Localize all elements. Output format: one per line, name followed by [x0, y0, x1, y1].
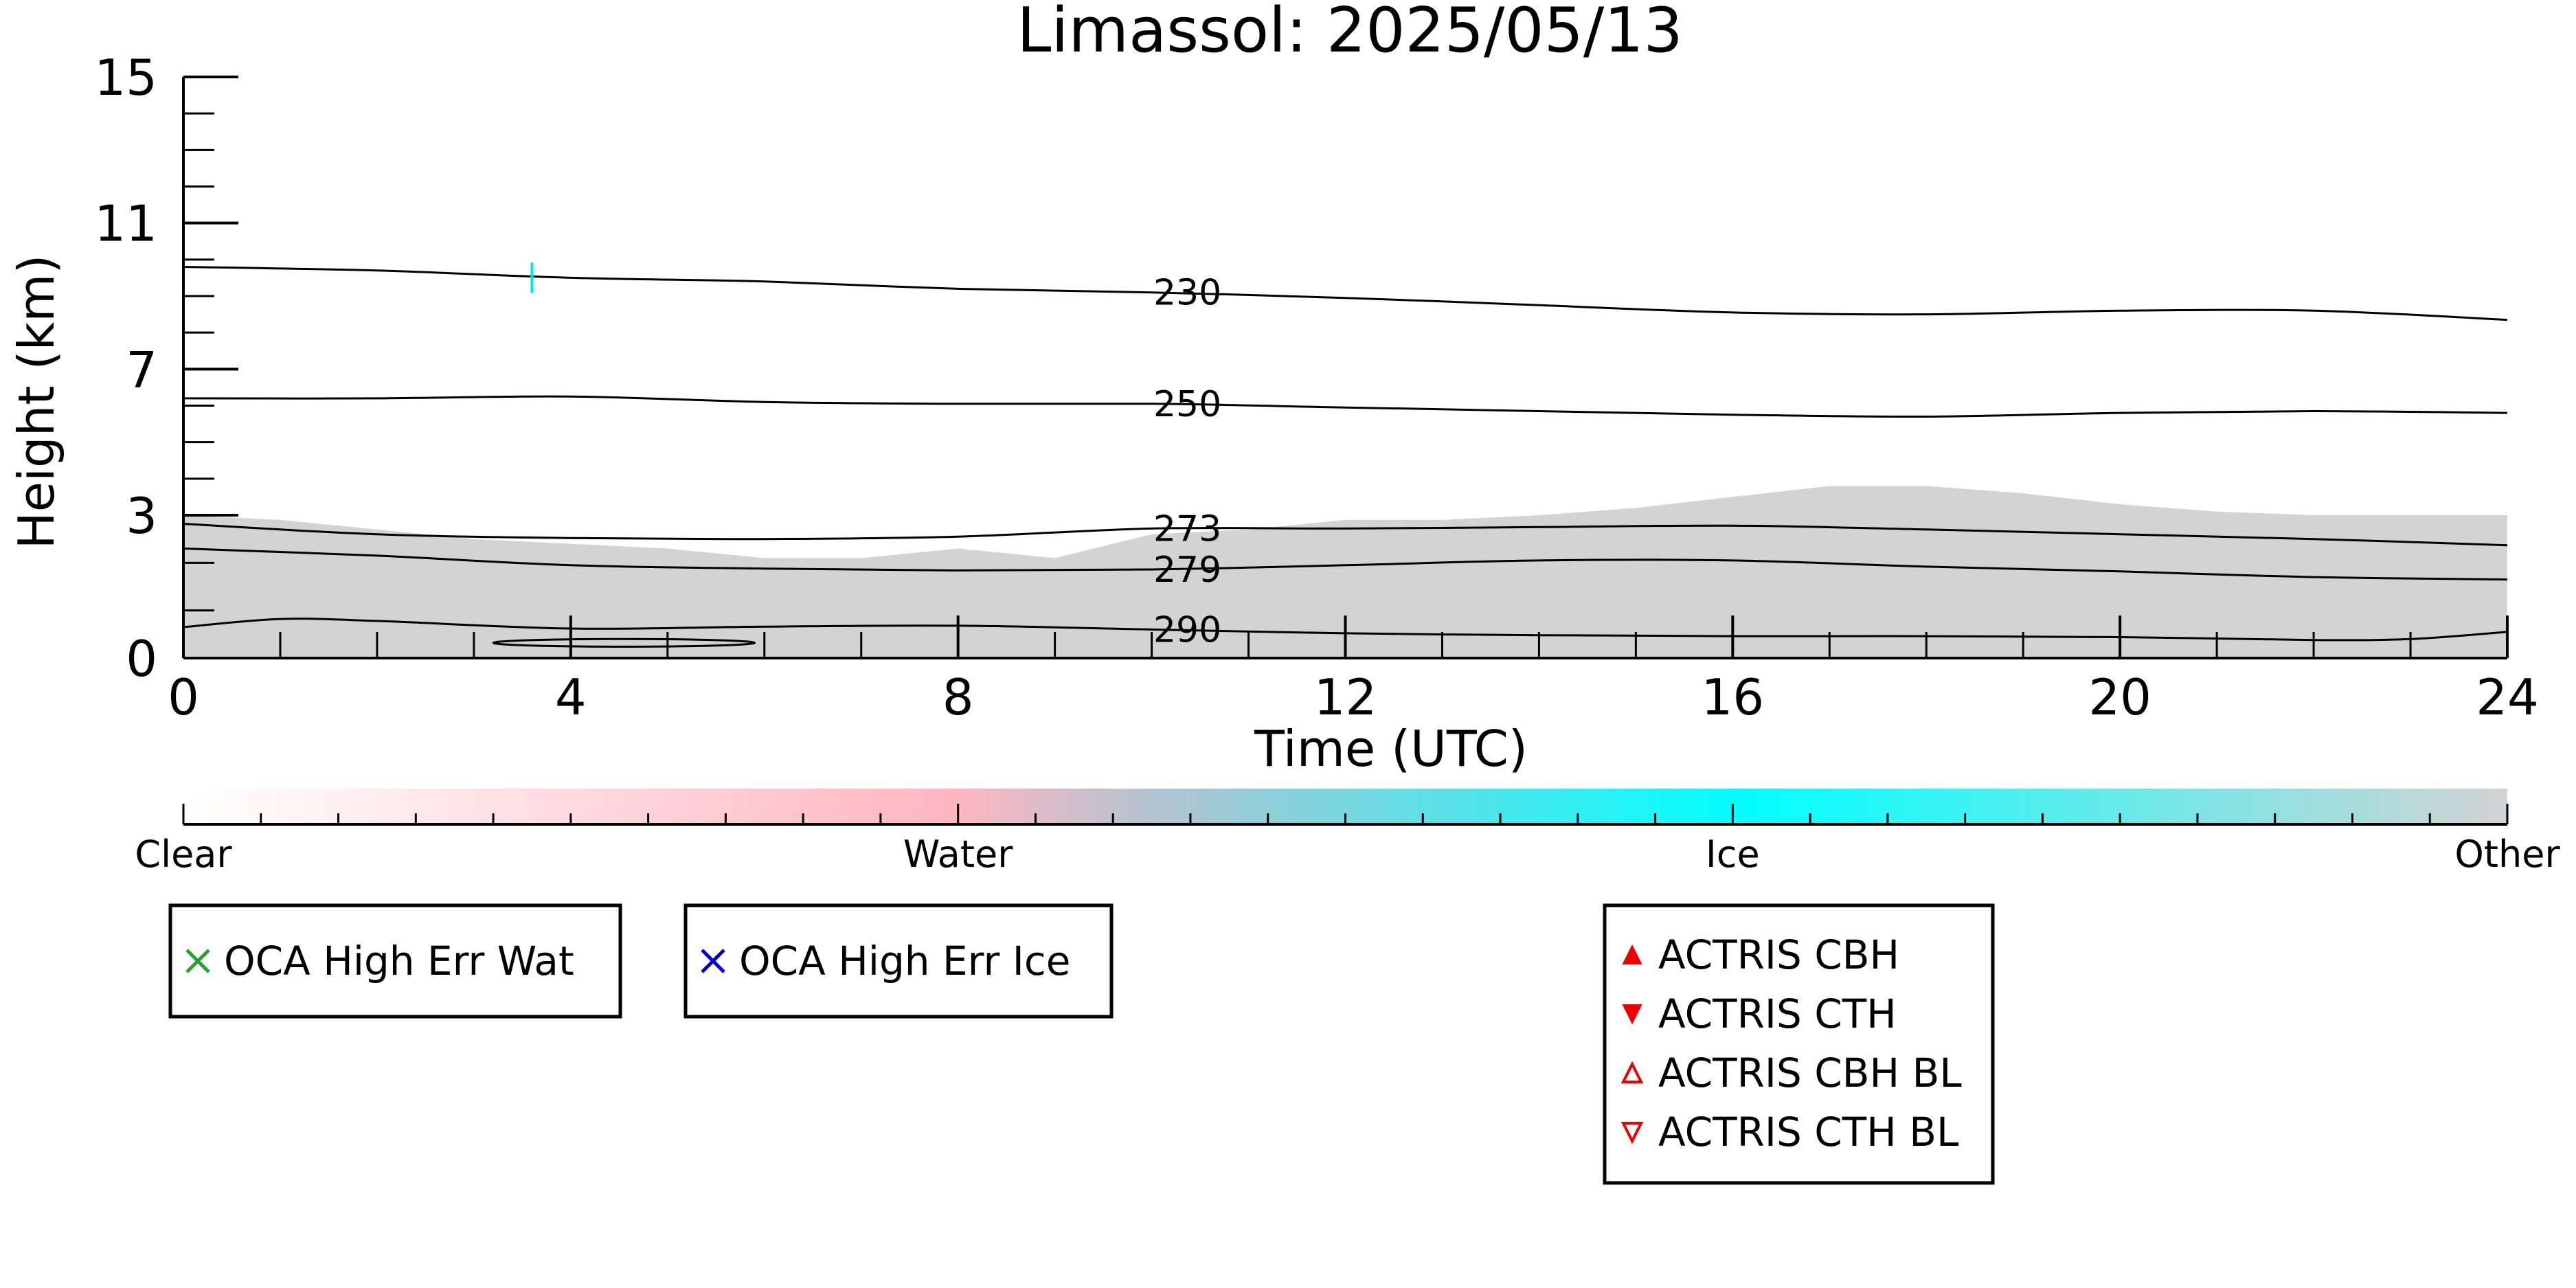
chart-title: Limassol: 2025/05/13	[1017, 0, 1682, 67]
contour-line-279	[183, 547, 2508, 581]
contour-label-273: 273	[1153, 508, 1221, 550]
contour-label-290: 290	[1153, 609, 1221, 651]
contour-line-230	[183, 266, 2508, 321]
contour-label-279: 279	[1153, 550, 1221, 591]
colorbar-label: Clear	[135, 833, 232, 876]
x-tick-label: 4	[555, 668, 587, 726]
y-tick-label: 11	[94, 195, 157, 253]
contour-line-273	[183, 523, 2508, 547]
colorbar: Clear Water Ice Other	[135, 789, 2560, 876]
y-axis-label: Height (km)	[8, 255, 65, 550]
legend-label: ACTRIS CBH BL	[1658, 1050, 1962, 1096]
legend-marker-triangle-down	[1620, 1122, 1644, 1144]
x-tick-label: 8	[942, 668, 974, 726]
legend-marker-triangle-up	[1620, 1061, 1644, 1083]
legend-box-3: ACTRIS CBH ACTRIS CTH ACTRIS CBH BL ACTRIS …	[1603, 903, 1995, 1185]
legend-label: ACTRIS CTH	[1658, 991, 1897, 1037]
x-tick-label: 16	[1702, 668, 1765, 726]
contour-label-250: 250	[1153, 384, 1221, 425]
y-tick-label: 3	[126, 487, 157, 545]
legend-marker-triangle-down	[1622, 1004, 1642, 1025]
x-tick-label: 0	[168, 668, 199, 726]
y-tick-label: 0	[126, 630, 157, 688]
legend-box-1: OCA High Err Wat	[168, 903, 622, 1019]
contour-label-230: 230	[1153, 273, 1221, 314]
legend-frame	[168, 903, 622, 1019]
x-tick-label: 20	[2088, 668, 2151, 726]
legend-label: ACTRIS CTH BL	[1658, 1109, 1958, 1155]
contour-line-250	[183, 395, 2508, 418]
colorbar-label: Other	[2454, 833, 2560, 876]
legend-box-2: OCA High Err Ice	[683, 903, 1114, 1019]
legend-frame	[683, 903, 1114, 1019]
colorbar-label: Water	[903, 833, 1013, 876]
legend-marker-x	[185, 949, 210, 973]
legend-label: ACTRIS CBH	[1658, 931, 1899, 978]
legend-marker-triangle-up	[1622, 944, 1642, 964]
legend-label: OCA High Err Wat	[224, 938, 574, 984]
x-tick-label: 24	[2476, 668, 2539, 726]
legend-label: OCA High Err Ice	[739, 938, 1070, 984]
x-tick-label: 12	[1314, 668, 1377, 726]
y-tick-label: 7	[126, 341, 157, 398]
x-axis-label: Time (UTC)	[1254, 720, 1528, 778]
contour-loop	[492, 637, 756, 648]
y-tick-label: 15	[94, 49, 157, 106]
colorbar-label: Ice	[1706, 833, 1760, 876]
legends: OCA High Err Wat OCA High Err Ice ACTRIS C…	[168, 903, 1995, 1185]
legend-frame	[1603, 903, 1995, 1185]
legend-marker-x	[701, 949, 725, 973]
